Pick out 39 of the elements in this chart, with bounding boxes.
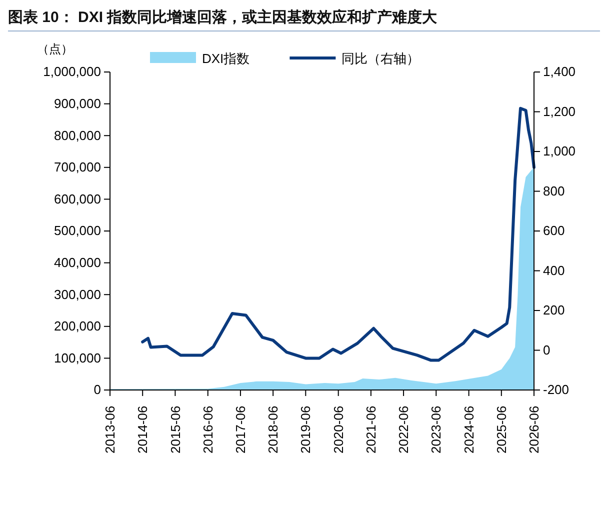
- x-tick-label: 2025-06: [494, 406, 509, 454]
- y-tick-label: 0: [94, 382, 101, 398]
- y2-tick-label: 1,200: [543, 104, 576, 119]
- y2-tick-label: 600: [543, 223, 565, 238]
- x-tick-label: 2013-06: [102, 406, 118, 454]
- y2-tick-label: 0: [543, 342, 550, 358]
- x-tick-label: 2014-06: [135, 406, 150, 454]
- x-tick-label: 2019-06: [298, 406, 314, 454]
- chart-title: 图表 10： DXI 指数同比增速回落，或主因基数效应和扩产难度大: [8, 8, 438, 26]
- y2-tick-label: 400: [543, 262, 565, 278]
- y-axis-title: （点）: [37, 42, 73, 56]
- y2-tick-label: 800: [543, 183, 565, 198]
- legend-label: 同比（右轴）: [342, 51, 420, 66]
- y-tick-label: 700,000: [54, 160, 101, 175]
- x-tick-label: 2016-06: [200, 406, 216, 454]
- x-tick-label: 2018-06: [266, 406, 281, 454]
- x-tick-label: 2026-06: [526, 406, 542, 454]
- y2-tick-label: 200: [543, 302, 565, 318]
- y-tick-label: 600,000: [54, 191, 101, 206]
- y-tick-label: 100,000: [54, 350, 101, 366]
- y-tick-label: 500,000: [54, 223, 101, 238]
- x-tick-label: 2021-06: [363, 406, 378, 454]
- x-tick-label: 2023-06: [428, 406, 444, 454]
- y2-tick-label: 1,400: [543, 64, 576, 80]
- x-tick-label: 2017-06: [233, 406, 248, 454]
- y-tick-label: 1,000,000: [43, 64, 101, 80]
- y2-tick-label: 1,000: [543, 144, 576, 159]
- legend-label: DXI指数: [202, 51, 250, 66]
- y-tick-label: 800,000: [54, 128, 101, 143]
- x-tick-label: 2020-06: [330, 406, 346, 454]
- line-series: [141, 106, 536, 362]
- x-tick-label: 2015-06: [168, 406, 183, 454]
- y-tick-label: 900,000: [54, 96, 101, 111]
- y-tick-label: 200,000: [54, 318, 101, 334]
- x-tick-label: 2024-06: [461, 406, 476, 454]
- x-tick-label: 2022-06: [396, 406, 412, 454]
- y-tick-label: 300,000: [54, 286, 101, 302]
- y2-tick-label: -200: [543, 382, 570, 398]
- y-tick-label: 400,000: [54, 254, 101, 270]
